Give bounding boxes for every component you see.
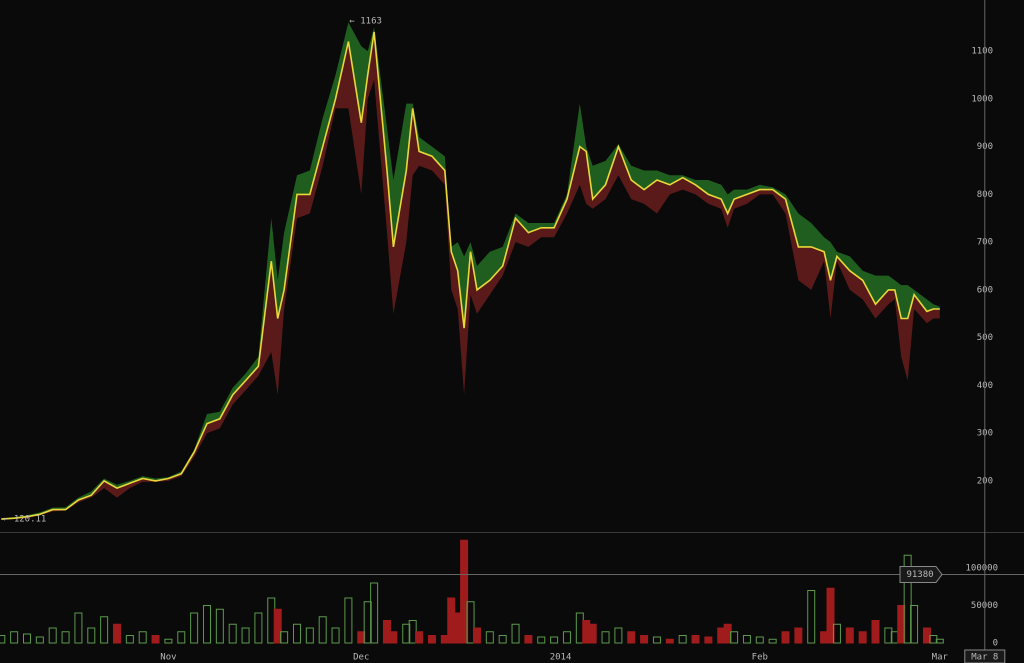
volume-bar [74,612,83,644]
volume-bar [524,634,533,644]
crosshair-y-label: 91380 [906,570,933,580]
range-area [1,32,940,521]
volume-bar [755,636,764,644]
volume-bar [665,638,674,644]
volume-bar [845,627,854,644]
y-tick-label: 1100 [971,47,993,57]
price-line [1,31,940,520]
crosshair-label-box [964,649,1006,663]
volume-bar [331,627,340,644]
volume-bar [466,601,475,644]
volume-bar [241,627,250,644]
volume-bar [832,623,841,644]
annotation: ← 120.11 [3,515,46,525]
volume-bar [498,634,507,644]
y-tick-label: 0 [993,638,998,648]
volume-bar [903,554,912,644]
volume-bar [460,539,469,644]
x-tick-label: Feb [752,653,768,663]
volume-bar [704,636,713,644]
volume-bar [190,612,199,644]
volume-bar [537,636,546,644]
volume-bar [138,631,147,644]
volume-bar [415,631,424,644]
volume-bar [0,634,6,644]
volume-bar [100,616,109,644]
volume-bar [871,619,880,644]
volume-bar [640,634,649,644]
volume-bar [588,623,597,644]
volume-bar [627,631,636,644]
volume-bar [202,605,211,644]
volume-bar [292,623,301,644]
volume-bar [87,627,96,644]
volume-bar [35,636,44,644]
volume-bar [826,587,835,644]
volume-bar [472,627,481,644]
volume-bar [402,623,411,644]
volume-bar [305,627,314,644]
volume-bar [112,623,121,644]
volume-bar [678,634,687,644]
volume-bar [254,612,263,644]
volume-bar [427,634,436,644]
volume-bar [781,631,790,644]
volume-bar [794,627,803,644]
y-tick-label: 1000 [971,94,993,104]
volume-bar [807,590,816,644]
volume-bar [389,631,398,644]
annotation: ← 1163 [349,17,382,27]
volume-bar [601,631,610,644]
x-tick-label: Mar [932,653,949,663]
volume-bar [550,636,559,644]
volume-bar [177,631,186,644]
x-tick-label: Dec [353,653,369,663]
volume-bar [273,608,282,644]
volume-bar [910,605,919,644]
volume-bar [652,636,661,644]
volume-bar [884,627,893,644]
volume-bar [10,631,19,644]
volume-bar [357,631,366,644]
volume-bar [768,638,777,644]
volume-bar [370,582,379,644]
volume-bar [151,634,160,644]
crosshair-label-box [899,565,943,583]
volume-bar [935,638,944,644]
volume-bar [344,597,353,644]
volume-bar [215,608,224,644]
volume-bar [723,623,732,644]
volume-bar [164,638,173,644]
x-tick-label: Nov [160,653,176,663]
volume-bar [318,616,327,644]
volume-bar [61,631,70,644]
volume-bar [228,623,237,644]
volume-bar [363,601,372,644]
volume-bar [22,633,31,644]
volume-bar [280,631,289,644]
volume-bar [125,634,134,644]
volume-bar [48,627,57,644]
volume-bar [511,623,520,644]
y-tick-label: 100000 [965,564,998,574]
volume-bar [614,627,623,644]
volume-bar [730,631,739,644]
volume-bar [897,605,906,644]
volume-bar [691,634,700,644]
volume-bar [858,631,867,644]
crosshair-x-label: Mar 8 [971,653,998,663]
volume-bar [742,634,751,644]
volume-bar [562,631,571,644]
volume-bar [485,631,494,644]
x-tick-label: 2014 [550,653,572,663]
